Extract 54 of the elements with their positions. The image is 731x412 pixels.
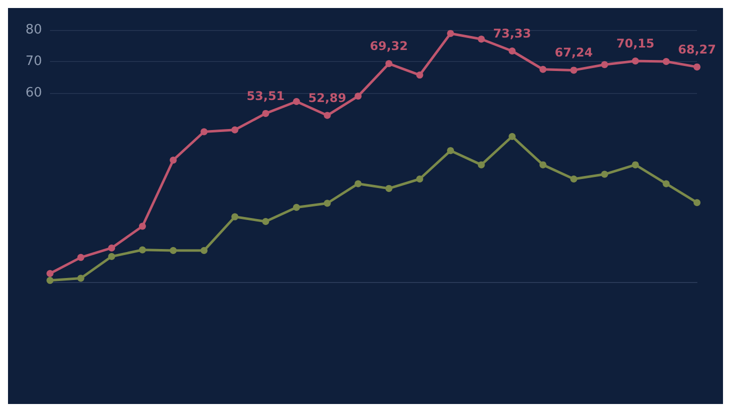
point bbox=[46, 270, 54, 277]
point bbox=[354, 92, 362, 100]
point bbox=[385, 184, 392, 192]
point bbox=[138, 222, 146, 230]
point bbox=[694, 199, 700, 206]
data-label: 73,33 bbox=[493, 26, 532, 41]
point bbox=[570, 175, 578, 182]
point bbox=[694, 63, 700, 70]
data-label: 67,24 bbox=[554, 46, 593, 60]
point bbox=[108, 244, 116, 252]
data-label: 68,27 bbox=[678, 42, 716, 56]
point bbox=[385, 60, 392, 68]
y-tick-label: 80 bbox=[25, 22, 42, 38]
data-label: 52,89 bbox=[308, 90, 346, 105]
point bbox=[292, 98, 300, 106]
point bbox=[416, 72, 424, 79]
point bbox=[292, 204, 300, 211]
point bbox=[508, 132, 516, 140]
point bbox=[601, 61, 608, 68]
point bbox=[108, 252, 116, 260]
point bbox=[170, 247, 177, 254]
point bbox=[447, 30, 454, 37]
point bbox=[539, 161, 546, 168]
point bbox=[324, 112, 331, 119]
point bbox=[231, 213, 238, 220]
point bbox=[138, 246, 146, 254]
point bbox=[262, 218, 270, 226]
point bbox=[416, 175, 424, 182]
point bbox=[632, 161, 639, 168]
point bbox=[508, 48, 516, 55]
point bbox=[662, 180, 670, 188]
data-label: 69,32 bbox=[370, 39, 408, 54]
point bbox=[200, 247, 208, 254]
point bbox=[77, 274, 84, 282]
point bbox=[478, 161, 485, 168]
point bbox=[46, 276, 54, 284]
y-tick-label: 70 bbox=[25, 54, 42, 69]
point bbox=[601, 170, 608, 178]
point bbox=[662, 58, 670, 65]
point bbox=[447, 147, 454, 154]
point bbox=[77, 254, 84, 261]
point bbox=[324, 200, 331, 207]
point bbox=[231, 126, 238, 134]
point bbox=[539, 66, 546, 73]
point bbox=[570, 66, 578, 74]
point bbox=[478, 36, 485, 43]
point bbox=[632, 58, 639, 65]
y-tick-label: 60 bbox=[25, 86, 42, 100]
point bbox=[200, 128, 208, 136]
point bbox=[262, 110, 270, 117]
data-label: 70,15 bbox=[616, 36, 654, 51]
point bbox=[170, 156, 177, 164]
point bbox=[354, 180, 362, 188]
data-label: 53,51 bbox=[246, 88, 285, 103]
